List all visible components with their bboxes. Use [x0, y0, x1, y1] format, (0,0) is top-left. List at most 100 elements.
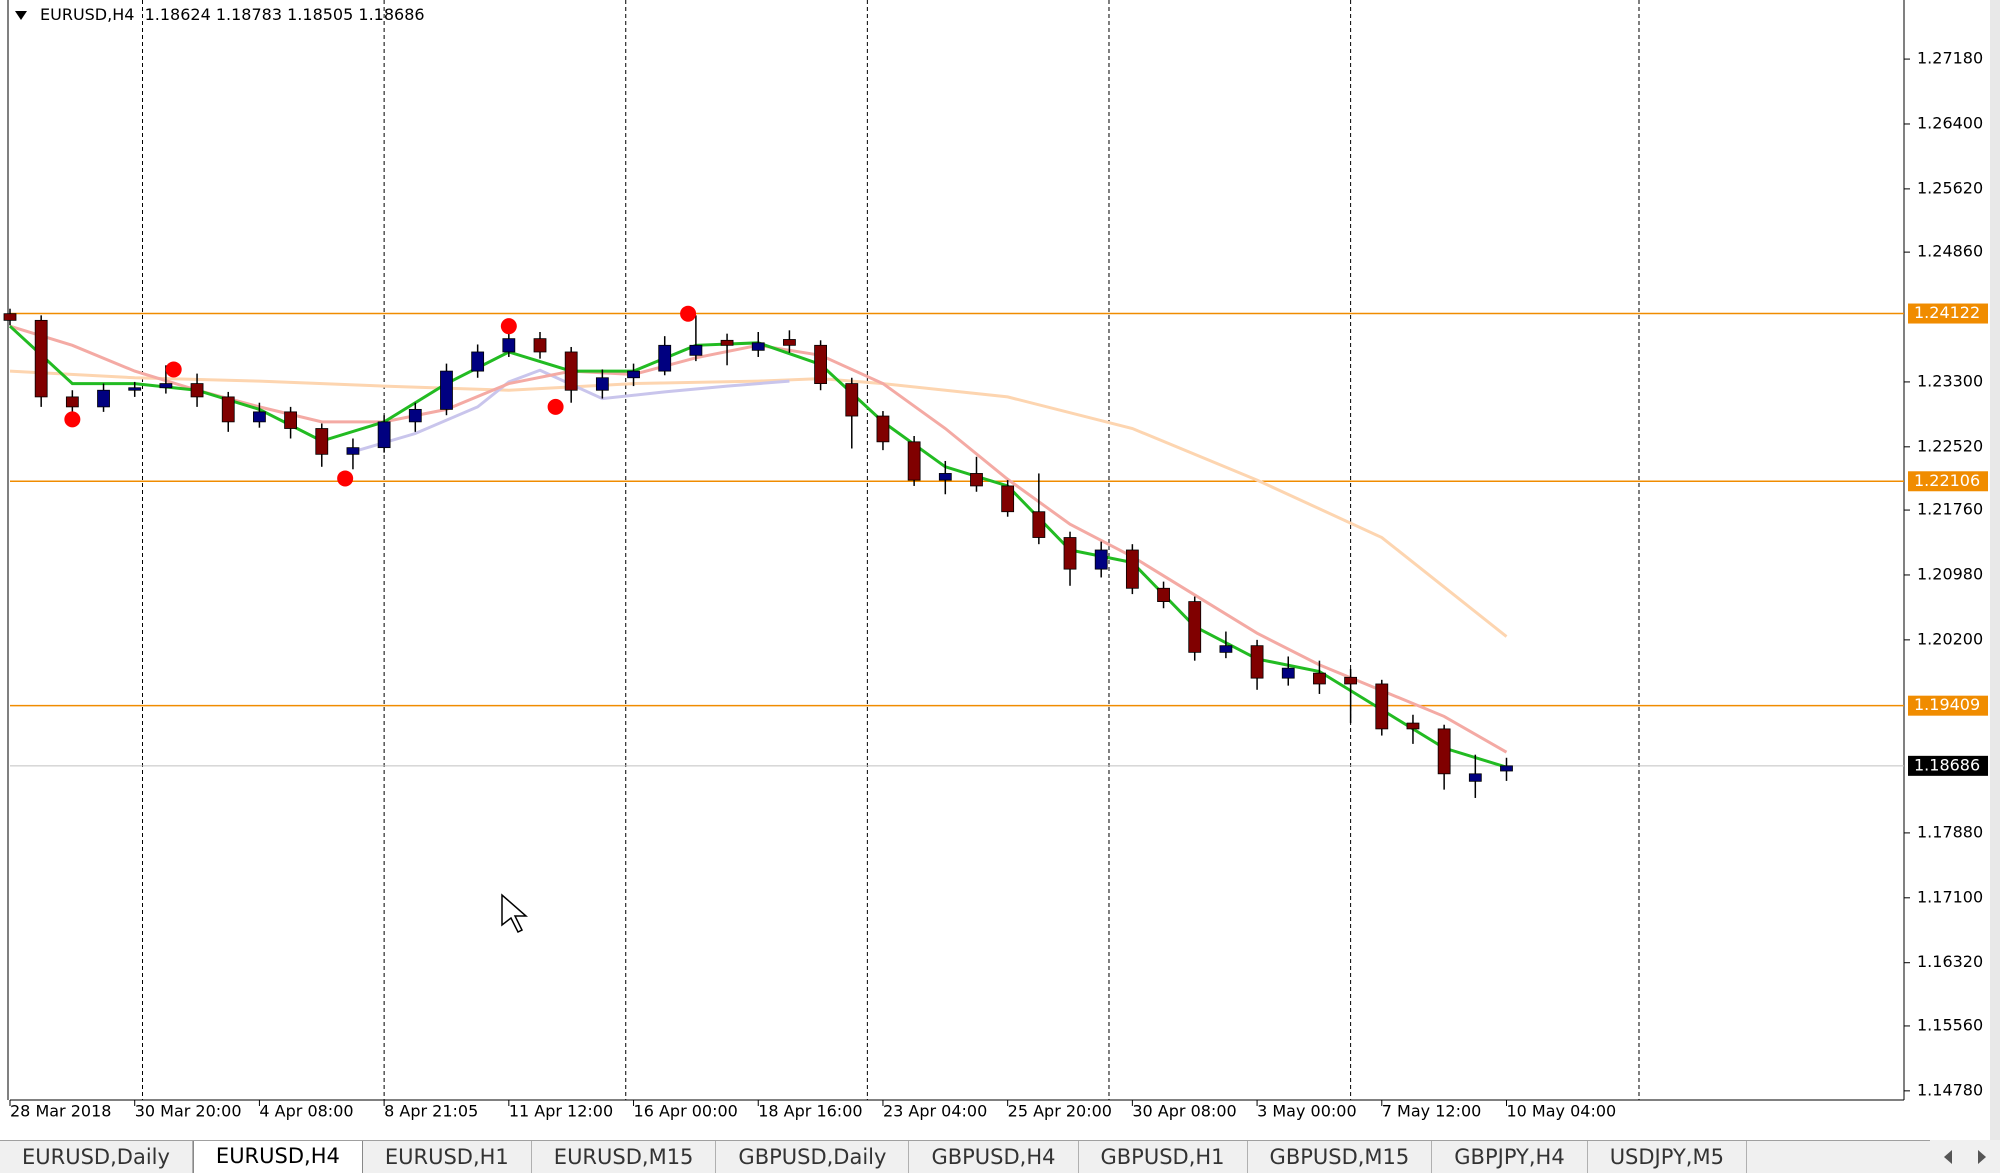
- x-tick-label: 3 May 00:00: [1257, 1102, 1357, 1121]
- x-tick-label: 8 Apr 21:05: [384, 1102, 478, 1121]
- level-label: 1.24122: [1914, 303, 1980, 322]
- candle-body: [1125, 549, 1139, 589]
- y-tick-label: 1.20200: [1917, 629, 1983, 648]
- bid-label-box: [1908, 755, 1988, 776]
- tab-scroll: [1930, 1140, 2000, 1173]
- moving-average: [9, 369, 1508, 638]
- candle-body: [1188, 601, 1202, 653]
- candle-body: [502, 338, 516, 353]
- level-label-box: [1908, 471, 1988, 492]
- candle-body: [1313, 672, 1326, 685]
- y-tick-label: 1.17880: [1917, 822, 1983, 841]
- chart: 1.27180 1.26400 1.25620 1.24860 1.23300 1.225…: [0, 0, 2000, 1140]
- candle-body: [315, 428, 329, 455]
- candle-body: [159, 383, 173, 389]
- x-tick-label: 30 Apr 08:00: [1132, 1102, 1236, 1121]
- plot-layer: 1.27180 1.26400 1.25620 1.24860 1.23300 1.225…: [3, 0, 1988, 1121]
- chart-tab[interactable]: EURUSD,Daily: [0, 1141, 193, 1173]
- candle-body: [814, 344, 828, 384]
- chart-tab[interactable]: GBPJPY,H4: [1432, 1141, 1588, 1173]
- chart-header: EURUSD,H4 1.18624 1.18783 1.18505 1.1868…: [15, 5, 425, 24]
- x-tick-label: 7 May 12:00: [1382, 1102, 1482, 1121]
- symbol: EURUSD,H4: [40, 5, 135, 24]
- candle-body: [1032, 511, 1046, 538]
- candle-body: [1094, 549, 1108, 570]
- chart-tab[interactable]: USDJPY,M5: [1588, 1141, 1747, 1173]
- scroll-right[interactable]: [1978, 1150, 1986, 1164]
- chart-background: [0, 0, 2000, 1140]
- low-value: 1.18505: [287, 5, 354, 24]
- chart-tab[interactable]: GBPUSD,H1: [1079, 1141, 1248, 1173]
- mouse-cursor: [501, 893, 528, 934]
- candle-body: [1375, 683, 1389, 730]
- candle-body: [783, 339, 796, 346]
- scroll-left[interactable]: [1944, 1150, 1952, 1164]
- candle-body: [377, 421, 391, 449]
- bid-label: 1.18686: [1914, 755, 1980, 774]
- candle-body: [1063, 537, 1077, 570]
- chart-tab[interactable]: GBPUSD,Daily: [716, 1141, 910, 1173]
- fractal-marker: [500, 318, 517, 335]
- y-tick-label: 1.25620: [1917, 178, 1983, 197]
- candle-body: [595, 377, 609, 391]
- y-tick-label: 1.14780: [1917, 1080, 1983, 1099]
- candle-body: [658, 344, 672, 372]
- candle-body: [471, 351, 485, 372]
- candle-body: [1500, 765, 1513, 772]
- candle-body: [720, 339, 734, 346]
- y-tick-label: 1.26400: [1917, 113, 1983, 132]
- candle-body: [284, 411, 297, 429]
- candle-body: [408, 408, 422, 423]
- level-label-box: [1908, 695, 1988, 716]
- open-value: 1.18624: [144, 5, 211, 24]
- chart-tab[interactable]: GBPUSD,M15: [1248, 1141, 1433, 1173]
- candle-body: [1001, 485, 1015, 513]
- fractal-marker: [165, 361, 182, 378]
- y-tick-label: 1.17100: [1917, 887, 1983, 906]
- x-tick-label: 23 Apr 04:00: [883, 1102, 987, 1121]
- x-tick-label: 4 Apr 08:00: [259, 1102, 353, 1121]
- candle-body: [751, 342, 765, 351]
- y-tick-label: 1.21760: [1917, 500, 1983, 519]
- candle-body: [564, 351, 578, 391]
- x-tick-label: 25 Apr 20:00: [1008, 1102, 1112, 1121]
- candle-body: [65, 396, 79, 408]
- candle-body: [1281, 667, 1295, 679]
- candle-body: [3, 313, 17, 321]
- level-label: 1.19409: [1914, 695, 1980, 714]
- y-tick-label: 1.23300: [1917, 371, 1983, 390]
- y-tick-label: 1.16320: [1917, 952, 1983, 971]
- chart-tab[interactable]: EURUSD,H4: [192, 1141, 363, 1173]
- candle-body: [938, 473, 952, 481]
- candle-body: [1468, 773, 1482, 782]
- x-tick-label: 28 Mar 2018: [10, 1102, 111, 1121]
- y-tick-label: 1.27180: [1917, 49, 1983, 68]
- candle-body: [440, 370, 453, 410]
- fractal-marker: [547, 398, 564, 415]
- high-value: 1.18783: [215, 5, 283, 24]
- candle-body: [34, 319, 48, 398]
- candle-body: [253, 411, 266, 423]
- y-tick-label: 1.15560: [1917, 1015, 1983, 1034]
- chart-tab[interactable]: EURUSD,H1: [363, 1141, 532, 1173]
- y-tick-label: 1.20980: [1917, 564, 1983, 583]
- x-tick-label: 16 Apr 00:00: [634, 1102, 738, 1121]
- fractal-marker: [680, 305, 697, 322]
- candle-body: [346, 447, 360, 455]
- fractal-marker: [64, 411, 81, 428]
- chart-tab[interactable]: GBPUSD,H4: [909, 1141, 1079, 1173]
- close-value: 1.18686: [358, 5, 425, 24]
- candle-body: [1344, 676, 1358, 685]
- candle-body: [907, 441, 921, 481]
- candle-body: [221, 396, 235, 423]
- chart-tab[interactable]: EURUSD,M15: [532, 1141, 717, 1173]
- y-tick-label: 1.24860: [1917, 242, 1983, 261]
- scroll-strip: [1990, 0, 2000, 1140]
- x-tick-label: 18 Apr 16:00: [758, 1102, 862, 1121]
- candle-body: [627, 370, 640, 379]
- x-tick-label: 10 May 04:00: [1506, 1102, 1616, 1121]
- menu-arrow[interactable]: [14, 10, 28, 22]
- x-tick-label: 11 Apr 12:00: [509, 1102, 613, 1121]
- candle-body: [876, 415, 890, 443]
